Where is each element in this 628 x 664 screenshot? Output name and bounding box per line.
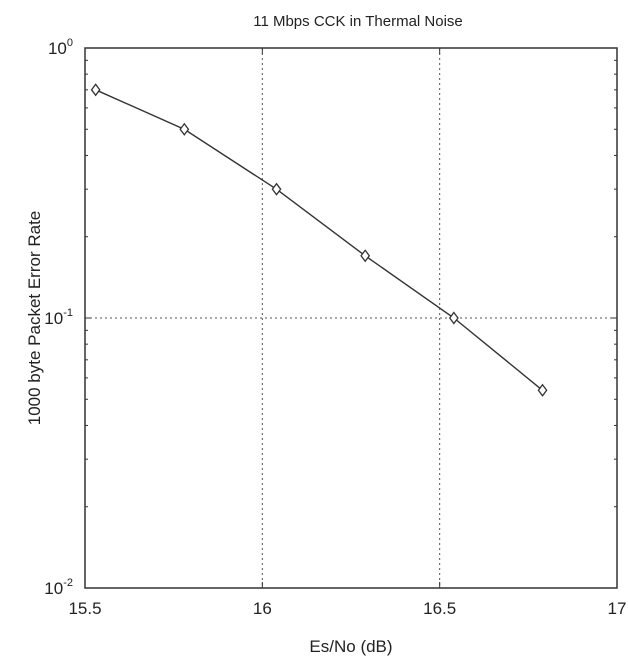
x-tick-label: 15.5 [68, 599, 101, 618]
data-point-diamond [450, 313, 458, 324]
data-point-diamond [272, 184, 280, 195]
chart-title: 11 Mbps CCK in Thermal Noise [253, 13, 463, 30]
data-point-diamond [361, 250, 369, 261]
data-point-diamond [92, 84, 100, 95]
data-point-diamond [538, 385, 546, 396]
y-tick-base: 10 [44, 309, 63, 328]
y-tick-label: 10-1 [44, 307, 73, 328]
y-tick-label: 100 [48, 37, 73, 58]
grid [85, 48, 617, 588]
y-tick-exponent: -1 [63, 307, 73, 319]
data-point-diamond [180, 124, 188, 135]
y-tick-exponent: 0 [67, 37, 73, 49]
y-tick-exponent: -2 [63, 577, 73, 589]
y-tick-base: 10 [48, 39, 67, 58]
series-layer [92, 84, 547, 395]
plot-area [85, 48, 617, 588]
x-tick-label: 16.5 [423, 599, 456, 618]
y-axis-label: 1000 byte Packet Error Rate [25, 211, 44, 426]
x-tick-label: 16 [253, 599, 272, 618]
x-tick-label: 17 [608, 599, 627, 618]
x-axis-label: Es/No (dB) [309, 637, 392, 656]
y-tick-label: 10-2 [44, 577, 73, 598]
x-axis: 15.5 16 16.5 17 [68, 48, 626, 618]
y-tick-base: 10 [44, 579, 63, 598]
series-line [96, 90, 543, 391]
